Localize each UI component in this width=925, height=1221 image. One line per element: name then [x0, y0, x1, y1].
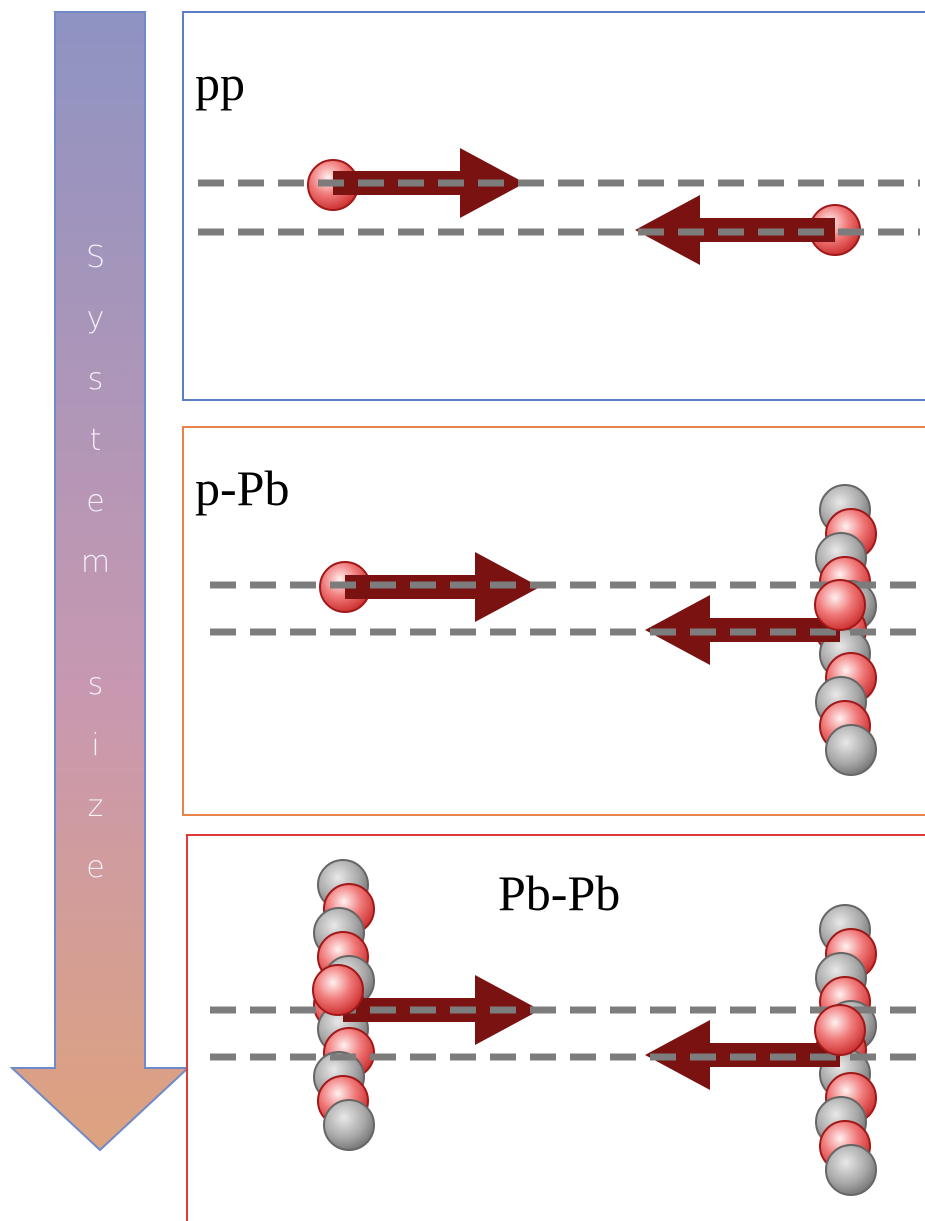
panel-label: Pb-Pb [498, 865, 620, 921]
neutron [324, 1100, 374, 1150]
panel [183, 12, 925, 400]
diagram: pp p-Pb Pb-Pb System size [0, 0, 925, 1221]
panel-label: pp [195, 55, 245, 111]
canvas: pp p-Pb Pb-Pb [0, 0, 925, 1221]
panel-label: p-Pb [195, 460, 289, 516]
neutron [826, 725, 876, 775]
neutron [826, 1145, 876, 1195]
proton [815, 580, 865, 630]
axis-label: System size [78, 240, 113, 911]
proton [313, 965, 363, 1015]
proton [815, 1005, 865, 1055]
